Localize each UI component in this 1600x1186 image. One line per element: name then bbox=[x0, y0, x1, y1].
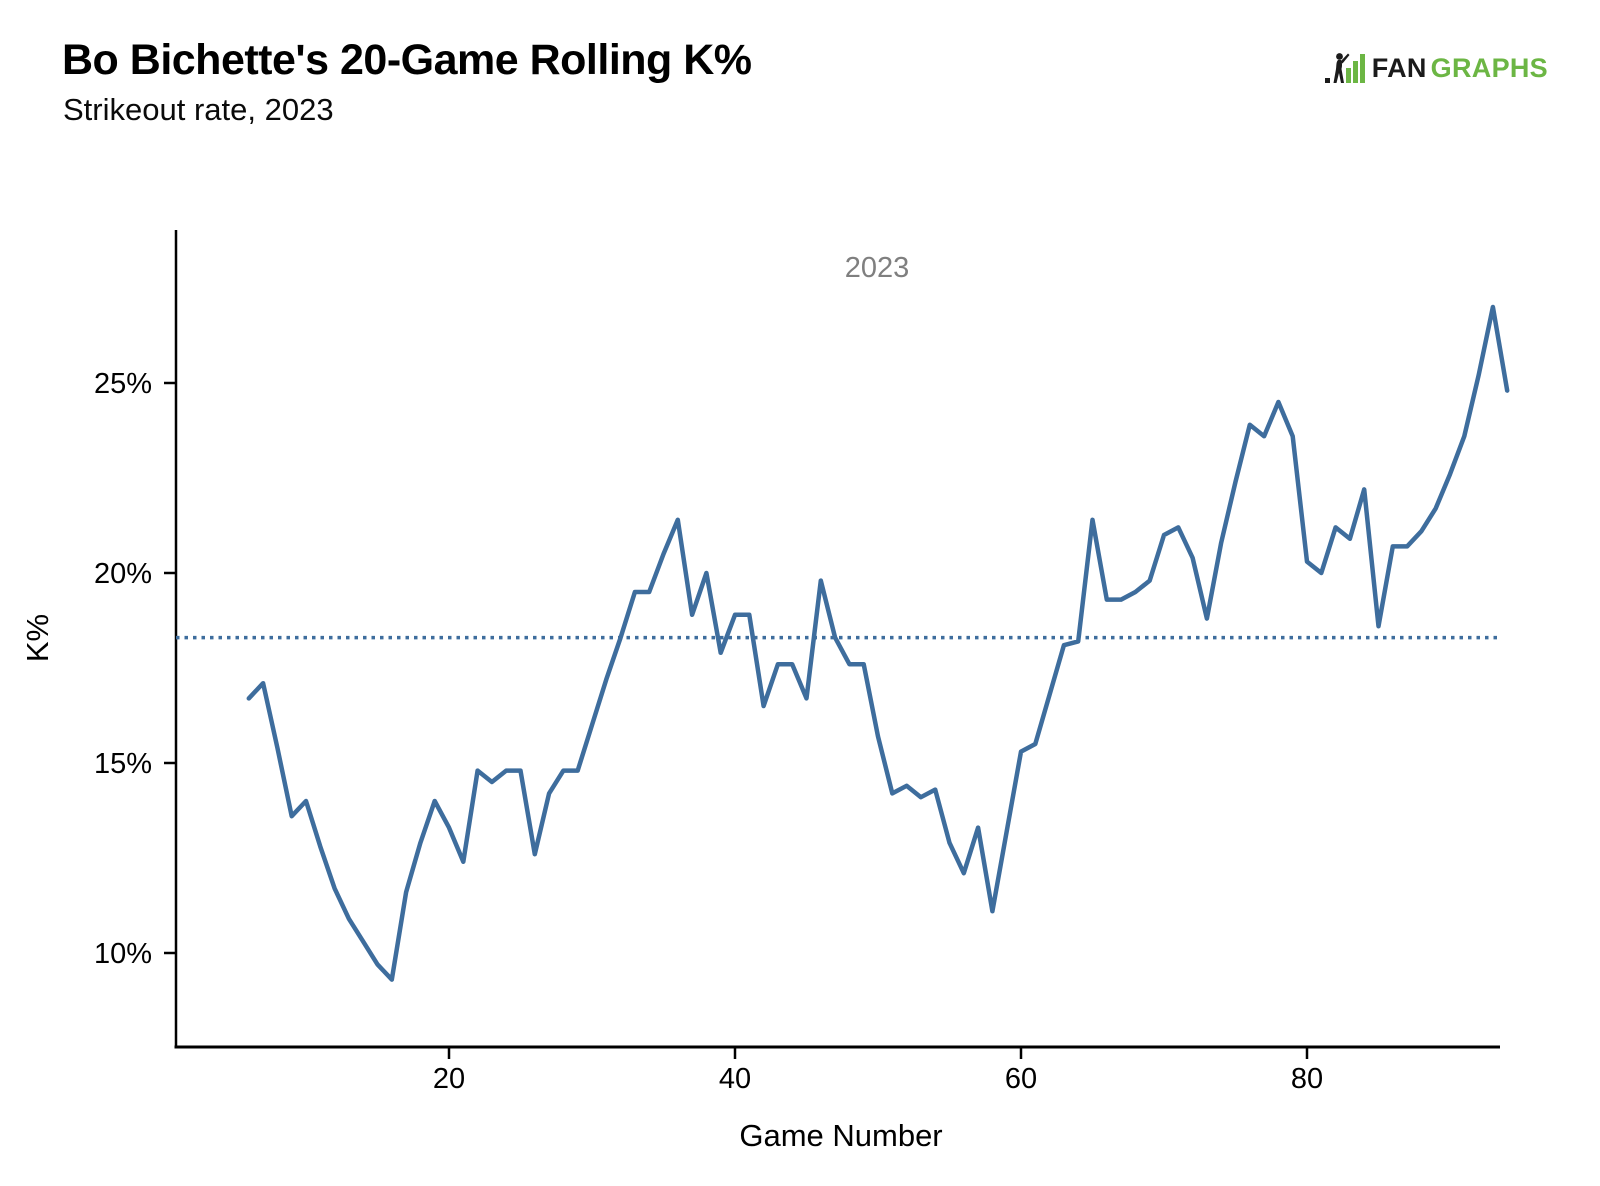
x-tick-label: 60 bbox=[1005, 1063, 1037, 1095]
batter-silhouette bbox=[1333, 53, 1350, 83]
rolling-kpct-line bbox=[246, 304, 1510, 982]
logo-text-graphs: GRAPHS bbox=[1430, 52, 1548, 83]
x-tick-label: 80 bbox=[1291, 1063, 1323, 1095]
logo-text-fan: FAN bbox=[1371, 52, 1427, 83]
page-subtitle: Strikeout rate, 2023 bbox=[63, 92, 334, 127]
y-tick-label: 10% bbox=[94, 938, 152, 970]
x-tick-label: 40 bbox=[719, 1063, 751, 1095]
y-tick-label: 25% bbox=[94, 368, 152, 400]
fangraphs-logo: FAN GRAPHS bbox=[1324, 50, 1548, 86]
x-tick-label: 20 bbox=[433, 1063, 465, 1095]
page-title: Bo Bichette's 20-Game Rolling K% bbox=[62, 36, 752, 84]
fangraphs-batter-icon bbox=[1324, 53, 1365, 83]
y-tick-label: 15% bbox=[94, 748, 152, 780]
y-tick-label: 20% bbox=[94, 558, 152, 590]
series-label-2023: 2023 bbox=[844, 252, 910, 284]
x-axis-title: Game Number bbox=[739, 1118, 943, 1153]
